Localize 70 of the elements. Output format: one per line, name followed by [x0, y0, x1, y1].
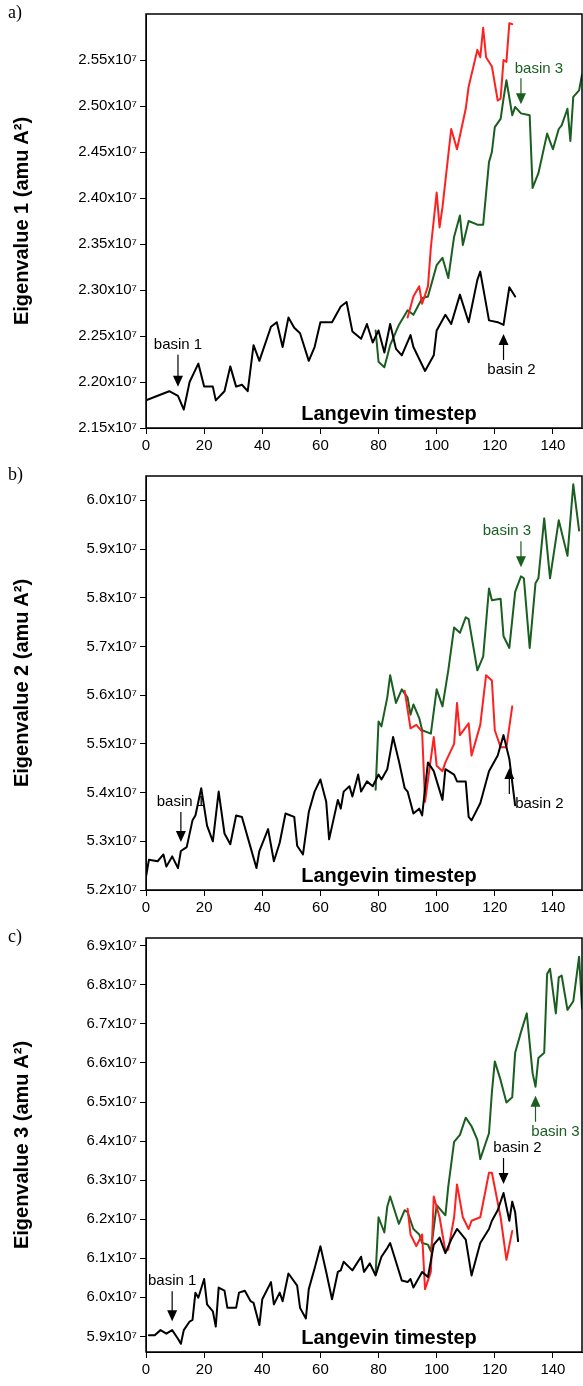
y-tick-label: 2.35x10⁷	[78, 234, 137, 252]
y-tick-label: 6.6x10⁷	[86, 1053, 137, 1071]
y-axis-title: Eigenvalue 3 (amu A²)	[9, 1040, 32, 1250]
x-tick-label: 80	[370, 898, 387, 916]
annotation: basin 1	[153, 334, 203, 352]
x-axis-title: Langevin timestep	[301, 863, 477, 886]
y-tick-label: 2.50x10⁷	[78, 96, 137, 114]
y-axis-title: Eigenvalue 1 (amu A²)	[9, 116, 32, 326]
x-tick-label: 120	[482, 436, 508, 454]
x-tick-label: 120	[482, 1360, 508, 1378]
y-tick-label: 2.20x10⁷	[78, 372, 137, 390]
x-tick-label: 40	[253, 898, 271, 916]
x-axis-title: Langevin timestep	[301, 401, 477, 424]
chart-title: a)	[8, 1, 22, 23]
y-tick-label: 6.0x10⁷	[86, 490, 137, 508]
y-tick-label: 2.55x10⁷	[78, 50, 137, 68]
y-axis-title: Eigenvalue 2 (amu A²)	[9, 578, 32, 788]
x-tick-label: 140	[540, 898, 566, 916]
x-tick-label: 20	[195, 898, 213, 916]
annotation: basin 2	[493, 1138, 542, 1156]
y-tick-label: 6.3x10⁷	[86, 1170, 137, 1188]
annotation: basin 3	[531, 1121, 580, 1139]
y-tick-label: 2.15x10⁷	[78, 418, 137, 436]
x-tick-label: 80	[370, 1360, 387, 1378]
y-tick-label: 6.7x10⁷	[86, 1014, 137, 1032]
x-axis-title: Langevin timestep	[301, 1325, 477, 1348]
x-tick-label: 80	[370, 436, 387, 454]
x-tick-label: 20	[195, 436, 213, 454]
x-tick-label: 60	[312, 436, 329, 454]
x-tick-label: 0	[141, 898, 151, 916]
x-tick-label: 40	[253, 436, 271, 454]
x-tick-label: 0	[141, 1360, 151, 1378]
x-tick-label: 100	[424, 1360, 450, 1378]
y-tick-label: 6.2x10⁷	[86, 1209, 137, 1227]
y-tick-label: 6.1x10⁷	[86, 1248, 137, 1266]
y-tick-label: 5.5x10⁷	[86, 734, 137, 752]
chart-title: c)	[8, 925, 22, 947]
y-tick-label: 5.3x10⁷	[86, 831, 137, 849]
x-tick-label: 120	[482, 898, 508, 916]
x-tick-label: 20	[195, 1360, 213, 1378]
annotation: basin 2	[487, 360, 536, 378]
y-tick-label: 6.8x10⁷	[86, 975, 137, 993]
y-tick-label: 6.4x10⁷	[86, 1131, 137, 1149]
y-tick-label: 5.2x10⁷	[86, 880, 137, 898]
annotation: basin 2	[515, 794, 564, 812]
x-tick-label: 140	[540, 1360, 566, 1378]
y-tick-label: 5.8x10⁷	[86, 587, 137, 605]
y-tick-label: 2.30x10⁷	[78, 280, 137, 298]
x-tick-label: 40	[253, 1360, 271, 1378]
y-tick-label: 2.25x10⁷	[78, 326, 137, 344]
annotation: basin 3	[482, 521, 532, 539]
y-tick-label: 2.40x10⁷	[78, 188, 137, 206]
x-tick-label: 0	[141, 436, 151, 454]
x-tick-label: 100	[424, 436, 450, 454]
y-tick-label: 2.45x10⁷	[78, 142, 137, 160]
chart-title: b)	[8, 463, 23, 485]
y-tick-label: 6.0x10⁷	[86, 1287, 137, 1305]
annotation: basin 1	[147, 1271, 197, 1289]
y-tick-label: 5.9x10⁷	[86, 1326, 137, 1344]
x-tick-label: 140	[540, 436, 566, 454]
y-tick-label: 5.9x10⁷	[86, 539, 137, 557]
x-tick-label: 60	[312, 898, 329, 916]
y-tick-label: 6.5x10⁷	[86, 1092, 137, 1110]
y-tick-label: 5.4x10⁷	[86, 782, 137, 800]
x-tick-label: 60	[312, 1360, 329, 1378]
y-tick-label: 6.9x10⁷	[86, 935, 137, 953]
y-tick-label: 5.7x10⁷	[86, 636, 137, 654]
y-tick-label: 5.6x10⁷	[86, 685, 137, 703]
annotation: basin 3	[514, 58, 564, 76]
x-tick-label: 100	[424, 898, 450, 916]
